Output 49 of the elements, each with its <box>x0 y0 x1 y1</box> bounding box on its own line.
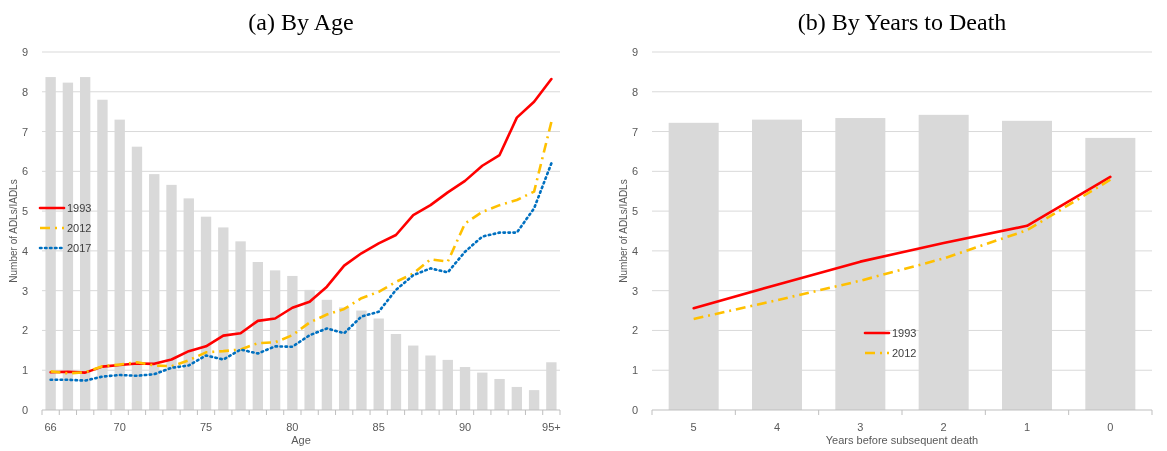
y-tick-label: 1 <box>21 364 28 377</box>
y-axis-title: Number of ADLs/IADLs <box>8 179 19 283</box>
y-tick-label: 4 <box>631 244 638 257</box>
x-tick-label: 2 <box>940 421 947 433</box>
legend-label: 2017 <box>67 242 92 254</box>
x-tick-label: 3 <box>857 421 864 433</box>
line-series <box>49 162 553 382</box>
chart-title: (b) By Years to Death <box>797 9 1007 35</box>
y-tick-label: 0 <box>631 404 638 416</box>
y-tick-label: 4 <box>21 244 28 257</box>
x-tick-label: 5 <box>690 421 697 433</box>
y-tick-label: 9 <box>631 46 638 58</box>
x-tick-label: 70 <box>113 421 126 433</box>
y-tick-label: 6 <box>21 165 28 178</box>
x-tick-label: 0 <box>1107 421 1114 433</box>
y-tick-label: 1 <box>631 364 638 377</box>
x-tick-label: 85 <box>372 421 385 433</box>
x-axis-title: Age <box>291 434 311 446</box>
y-axis-title: Number of ADLs/IADLs <box>618 179 629 283</box>
x-tick-label: 80 <box>286 421 299 433</box>
x-tick-label: 4 <box>773 421 781 433</box>
x-tick-label: 90 <box>458 421 472 433</box>
y-tick-label: 8 <box>631 85 638 98</box>
x-tick-label: 66 <box>44 421 57 433</box>
bar <box>511 386 523 410</box>
y-tick-label: 2 <box>631 324 638 337</box>
y-tick-label: 5 <box>631 205 638 218</box>
y-tick-label: 8 <box>21 85 28 98</box>
x-tick-label: 95+ <box>542 421 561 433</box>
y-tick-label: 2 <box>21 324 28 337</box>
bar <box>494 378 505 410</box>
x-tick-label: 75 <box>199 421 213 433</box>
y-tick-label: 7 <box>631 125 638 138</box>
y-tick-label: 0 <box>21 404 28 416</box>
y-tick-label: 3 <box>21 284 28 297</box>
x-axis-title: Years before subsequent death <box>825 434 979 446</box>
y-tick-label: 7 <box>21 125 28 138</box>
legend-label: 2012 <box>892 347 917 359</box>
y-tick-label: 5 <box>21 205 28 218</box>
legend-label: 1993 <box>67 202 92 214</box>
chart-title: (a) By Age <box>248 9 354 35</box>
legend-label: 2012 <box>67 222 92 234</box>
y-tick-label: 6 <box>631 165 638 178</box>
x-tick-label: 1 <box>1023 421 1031 433</box>
bar <box>528 390 540 410</box>
y-tick-label: 3 <box>631 284 638 297</box>
bar <box>477 372 488 410</box>
legend-label: 1993 <box>892 327 917 339</box>
y-tick-label: 9 <box>21 46 28 58</box>
